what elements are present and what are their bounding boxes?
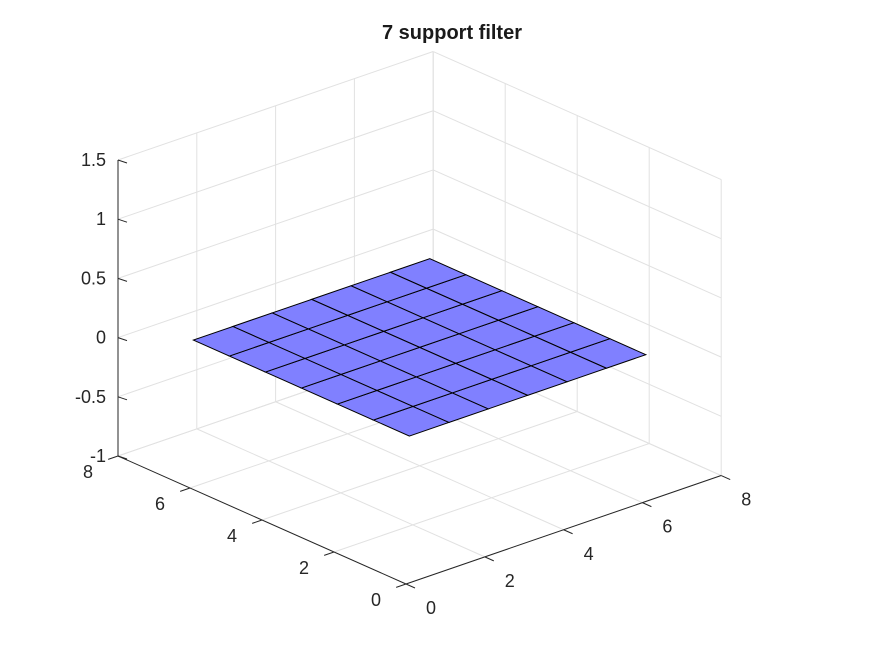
x-tick-mark	[405, 583, 416, 589]
y-tick-mark	[395, 583, 407, 588]
chart-title: 7 support filter	[382, 22, 522, 44]
y-tick-mark	[107, 455, 119, 460]
y-tick-mark	[323, 551, 335, 556]
x-tick-mark	[484, 556, 495, 562]
z-tick-mark	[117, 455, 128, 460]
z-tick-label: -0.5	[75, 387, 106, 407]
y-tick-label: 6	[155, 494, 165, 514]
z-tick-label: -1	[90, 446, 106, 466]
surface-layer	[192, 258, 648, 437]
x-tick-label: 0	[426, 598, 436, 618]
side-wall-grid-line-z	[432, 169, 722, 299]
axis-layer	[107, 159, 731, 589]
y-tick-label: 0	[371, 590, 381, 610]
z-tick-label: 1	[96, 209, 106, 229]
z-tick-mark	[117, 396, 128, 401]
back-wall-grid-line-z	[117, 51, 434, 161]
side-wall-grid-line-z	[432, 110, 722, 240]
surface-patch	[192, 325, 271, 357]
back-wall-grid-line-z	[117, 228, 434, 339]
x-tick-label: 4	[584, 544, 594, 564]
z-tick-label: 0	[96, 328, 106, 348]
floor-grid-line-y	[261, 411, 578, 521]
y-tick-mark	[251, 519, 263, 524]
z-tick-mark	[117, 159, 128, 164]
side-wall-grid-line-z	[432, 228, 722, 358]
z-tick-mark	[117, 337, 128, 342]
x-tick-label: 8	[741, 490, 751, 510]
z-tick-label: 0.5	[81, 268, 106, 288]
floor-grid-line-y	[333, 443, 650, 553]
x-tick-label: 6	[662, 517, 672, 537]
back-wall-grid-line-z	[117, 169, 434, 279]
x-tick-mark	[642, 502, 652, 508]
x-tick-mark	[563, 529, 573, 535]
y-tick-label: 4	[227, 526, 237, 546]
y-tick-label: 8	[83, 462, 93, 482]
x-tick-label: 2	[505, 571, 515, 591]
y-tick-mark	[179, 487, 191, 492]
side-wall-grid-line-z	[432, 51, 722, 180]
z-tick-label: 1.5	[81, 150, 106, 170]
z-tick-mark	[117, 277, 128, 282]
z-tick-mark	[117, 218, 128, 223]
back-wall-grid-line-z	[117, 110, 434, 220]
x-tick-mark	[720, 475, 731, 480]
y-tick-label: 2	[299, 558, 309, 578]
